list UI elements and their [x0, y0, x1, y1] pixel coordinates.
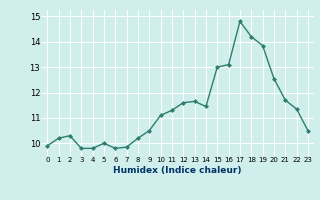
X-axis label: Humidex (Indice chaleur): Humidex (Indice chaleur) — [113, 166, 242, 175]
